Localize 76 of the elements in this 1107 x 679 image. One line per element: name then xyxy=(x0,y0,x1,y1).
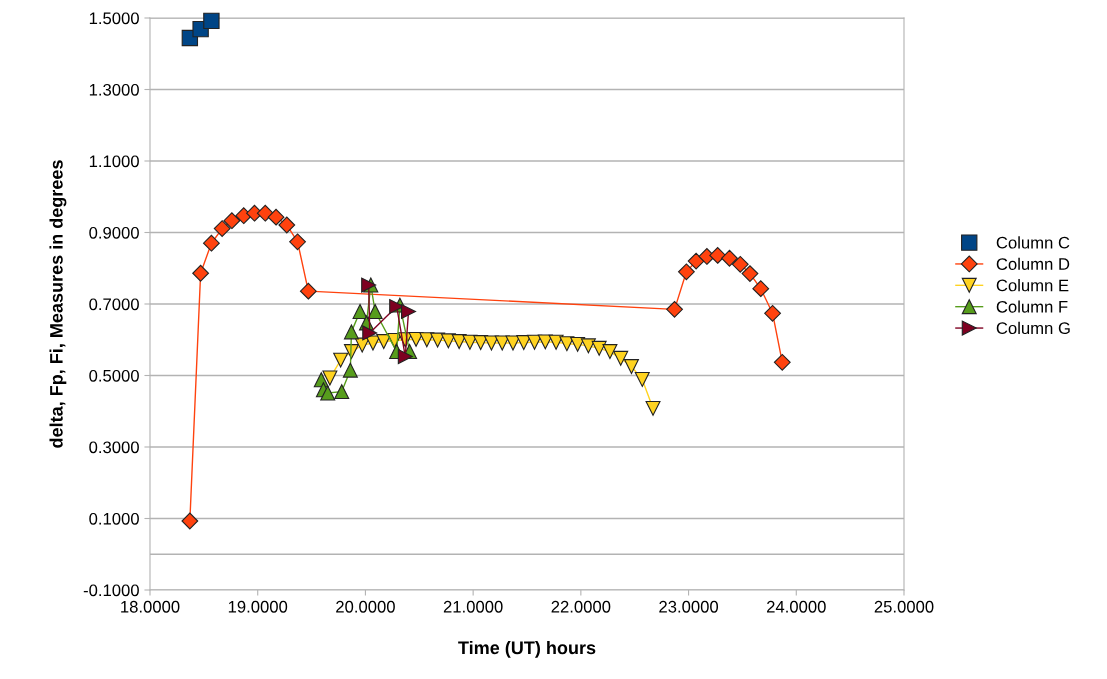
point xyxy=(401,304,417,320)
x-tick-label: 19.0000 xyxy=(228,600,288,613)
legend-label: Column D xyxy=(996,257,1070,270)
x-axis-title: Time (UT) hours xyxy=(458,640,596,658)
point xyxy=(343,324,359,340)
x-tick-label: 21.0000 xyxy=(443,600,503,613)
point xyxy=(741,265,759,283)
y-tick-label: 0.5000 xyxy=(89,369,139,382)
legend-label: Column G xyxy=(996,321,1070,335)
point xyxy=(462,334,478,350)
legend-label: Column C xyxy=(996,236,1070,249)
x-tick-label: 18.0000 xyxy=(121,600,180,613)
point xyxy=(202,234,220,252)
point xyxy=(181,512,199,530)
y-tick-label: 1.1000 xyxy=(89,155,139,168)
x-tick-label: 24.0000 xyxy=(767,600,826,613)
point xyxy=(613,350,629,366)
point xyxy=(440,333,456,349)
x-tick-label: 22.0000 xyxy=(551,600,611,613)
point xyxy=(494,335,510,351)
point xyxy=(559,336,575,352)
y-tick-label: 1.5000 xyxy=(89,12,139,25)
x-tick-label: 20.0000 xyxy=(336,600,395,613)
point xyxy=(352,304,368,320)
point xyxy=(678,263,695,281)
point xyxy=(203,12,220,30)
point xyxy=(548,334,564,350)
point xyxy=(334,384,350,400)
point xyxy=(634,371,650,387)
point xyxy=(419,332,435,348)
point xyxy=(267,208,285,226)
point xyxy=(342,362,358,378)
y-tick-label: 1.3000 xyxy=(89,83,139,96)
point xyxy=(278,216,296,234)
point xyxy=(709,246,727,264)
point xyxy=(537,334,553,350)
point xyxy=(645,400,661,416)
y-tick-label: 0.7000 xyxy=(89,298,139,311)
y-tick-label: 0.9000 xyxy=(89,226,139,239)
legend-label: Column E xyxy=(996,279,1069,292)
y-tick-label: 0.3000 xyxy=(89,441,139,454)
point xyxy=(223,212,241,230)
point xyxy=(591,340,607,356)
y-axis-title: delta, Fp, Fi, Measures in degrees xyxy=(49,160,67,448)
point xyxy=(570,336,586,352)
point xyxy=(213,220,231,237)
x-tick-label: 25.0000 xyxy=(874,600,934,613)
point xyxy=(764,304,782,322)
x-tick-label: 23.0000 xyxy=(659,600,719,613)
point xyxy=(483,335,499,351)
point xyxy=(397,349,413,365)
point xyxy=(320,385,336,401)
point xyxy=(687,252,705,270)
point xyxy=(666,300,683,318)
y-tick-label: -0.1000 xyxy=(83,584,139,597)
point xyxy=(322,370,338,386)
point xyxy=(367,304,383,320)
point xyxy=(752,280,770,298)
point xyxy=(362,325,378,341)
point xyxy=(299,282,317,300)
point xyxy=(580,338,596,354)
point xyxy=(451,334,467,350)
legend-label: Column F xyxy=(996,300,1068,313)
point xyxy=(333,352,349,368)
point xyxy=(773,353,791,371)
point xyxy=(256,204,274,222)
point xyxy=(192,264,210,282)
point xyxy=(505,335,521,351)
point xyxy=(602,344,618,360)
point xyxy=(731,255,749,273)
point xyxy=(289,233,306,251)
point xyxy=(516,335,532,351)
point xyxy=(721,249,738,267)
point xyxy=(623,359,639,375)
y-tick-label: 0.1000 xyxy=(89,512,139,525)
point xyxy=(527,334,543,350)
